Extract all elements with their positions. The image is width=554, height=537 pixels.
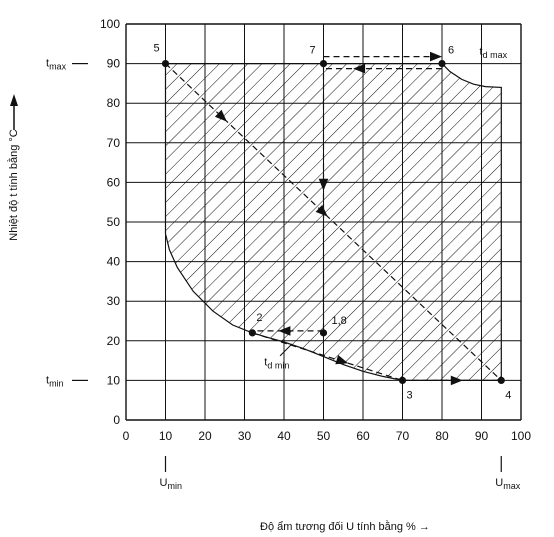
- path-arrow: [318, 178, 329, 191]
- state-point-6: [438, 60, 446, 68]
- y-tick-label: 50: [107, 215, 121, 229]
- state-point-label: 7: [310, 45, 316, 57]
- y-tick-label: 30: [107, 294, 121, 308]
- path-arrow: [353, 63, 366, 74]
- td-max-label: td max: [480, 46, 508, 60]
- x-tick-label: 80: [435, 429, 449, 443]
- path-arrow: [430, 51, 442, 62]
- x-tick-label: 10: [159, 429, 173, 443]
- x-tick-label: 100: [511, 429, 531, 443]
- cycle-path-2-3: [252, 332, 403, 381]
- y-tick-label: 80: [107, 96, 121, 110]
- x-tick-label: 30: [238, 429, 252, 443]
- td-min-label: td min: [264, 356, 289, 370]
- tmin-label: tmin: [46, 374, 64, 388]
- path-arrow: [214, 109, 227, 122]
- td-min-leader: [279, 343, 293, 357]
- y-tick-label: 100: [100, 17, 120, 31]
- y-axis-arrow: [10, 94, 18, 130]
- state-point-label: 4: [505, 389, 511, 401]
- x-tick-label: 0: [123, 429, 130, 443]
- path-arrow: [278, 326, 291, 336]
- state-point-label: 5: [154, 43, 160, 55]
- state-point-7: [319, 60, 328, 68]
- x-tick-label: 60: [356, 429, 370, 443]
- x-tick-label: 50: [317, 429, 331, 443]
- x-tick-label: 40: [277, 429, 291, 443]
- x-tick-label: 20: [198, 429, 212, 443]
- umax-label: Umax: [495, 477, 520, 491]
- x-tick-label: 90: [475, 429, 489, 443]
- cycle-path-5-4: [165, 63, 502, 381]
- path-arrow: [335, 355, 349, 365]
- path-arrow: [315, 204, 328, 217]
- state-point-3: [398, 376, 407, 384]
- state-point-18: [319, 329, 328, 337]
- y-axis-title: Nhiệt độ t tính bằng °C: [7, 129, 20, 240]
- y-tick-label: 70: [107, 136, 121, 150]
- tmax-label: tmax: [46, 58, 67, 72]
- state-point-label: 1,8: [332, 315, 347, 327]
- state-point-label: 3: [407, 389, 413, 401]
- state-point-5: [161, 60, 170, 68]
- path-arrow: [450, 375, 463, 386]
- state-point-4: [497, 376, 505, 384]
- y-tick-label: 60: [107, 175, 121, 189]
- umin-label: Umin: [160, 477, 182, 491]
- y-tick-label: 10: [107, 373, 121, 387]
- state-point-2: [248, 329, 256, 337]
- y-tick-label: 0: [113, 413, 120, 427]
- state-point-label: 2: [256, 312, 262, 324]
- y-tick-label: 20: [107, 334, 121, 348]
- x-axis-title: Độ ẩm tương đối U tính bằng % →: [260, 520, 430, 533]
- x-tick-label: 70: [396, 429, 410, 443]
- y-tick-label: 90: [107, 57, 121, 71]
- y-tick-label: 40: [107, 255, 121, 269]
- state-point-label: 6: [448, 45, 454, 57]
